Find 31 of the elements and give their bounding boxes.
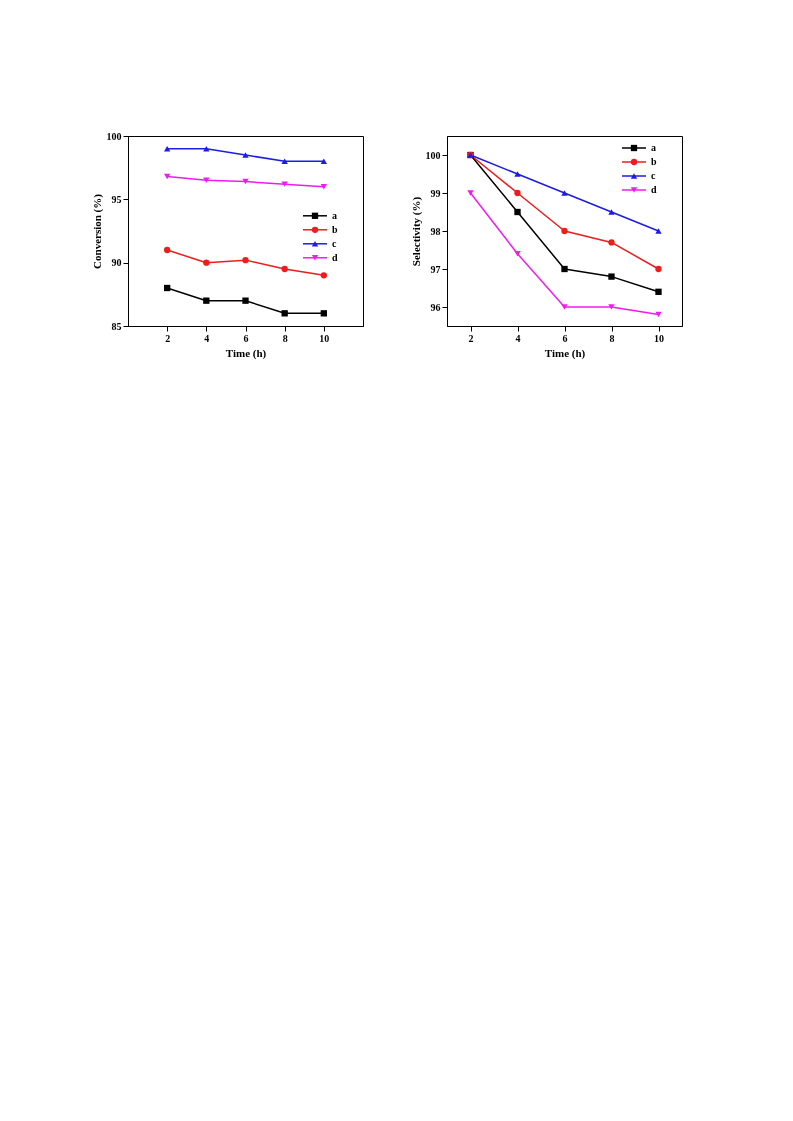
x-tick-label: 2 <box>165 332 171 344</box>
x-tick-label: 10 <box>654 332 664 344</box>
legend-label: c <box>651 170 656 181</box>
x-tick-label: 4 <box>204 332 210 344</box>
y-tick-label: 97 <box>430 263 441 275</box>
y-tick-label: 100 <box>106 130 122 142</box>
legend-label: a <box>332 209 337 221</box>
legend-label: c <box>332 237 337 249</box>
x-tick-label: 8 <box>282 332 288 344</box>
y-tick-label: 85 <box>111 320 122 332</box>
legend-label: b <box>332 223 338 235</box>
x-tick-label: 4 <box>515 332 521 344</box>
y-tick-label: 98 <box>430 225 441 237</box>
x-axis-title: Time (h) <box>225 346 267 360</box>
y-tick-label: 95 <box>111 193 122 205</box>
legend-label: d <box>651 184 657 195</box>
y-tick-label: 100 <box>425 149 441 161</box>
y-tick-label: 90 <box>111 257 122 269</box>
x-tick-label: 2 <box>468 332 474 344</box>
y-tick-label: 99 <box>430 187 441 199</box>
x-tick-label: 6 <box>243 332 249 344</box>
y-axis-title: Conversion (%) <box>90 193 104 269</box>
y-tick-label: 96 <box>430 301 441 313</box>
x-tick-label: 6 <box>562 332 568 344</box>
legend-label: d <box>332 251 338 263</box>
legend-label: b <box>651 156 657 167</box>
x-axis-title: Time (h) <box>544 346 586 360</box>
x-tick-label: 10 <box>319 332 330 344</box>
y-axis-title: Selectivity (%) <box>409 196 423 267</box>
legend-label: a <box>651 142 656 153</box>
x-tick-label: 8 <box>609 332 615 344</box>
